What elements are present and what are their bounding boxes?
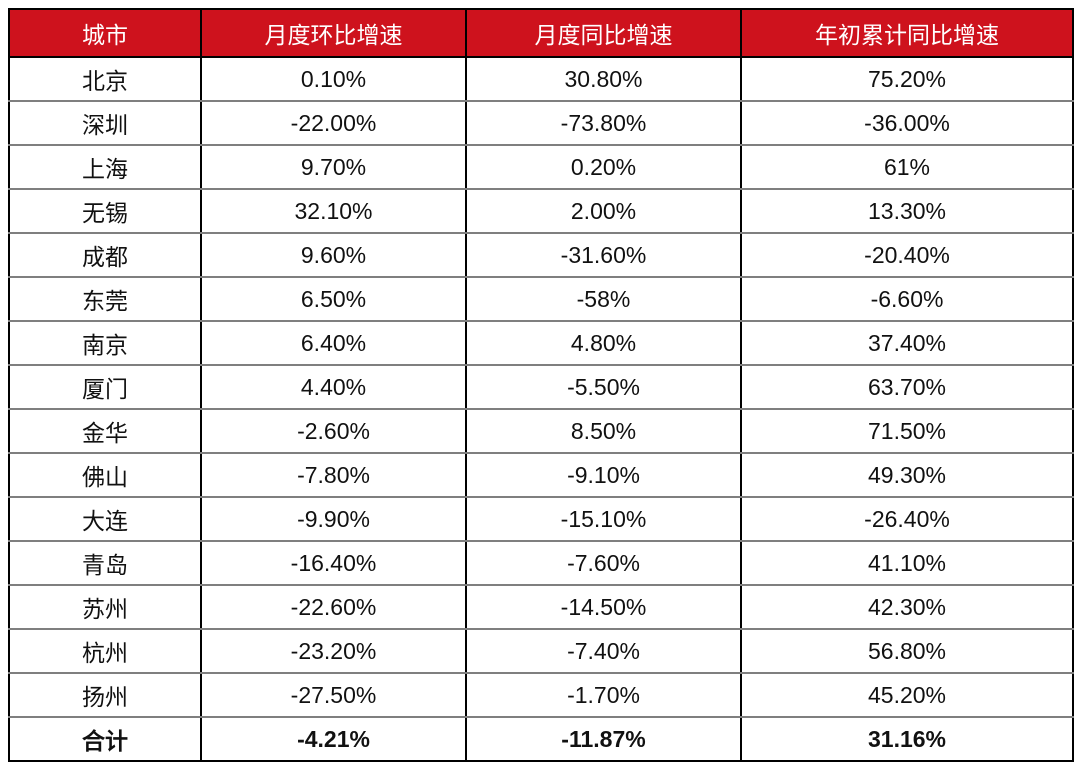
header-row: 城市 月度环比增速 月度同比增速 年初累计同比增速: [8, 8, 1074, 58]
value-cell: -23.20%: [200, 628, 467, 674]
city-cell: 上海: [8, 144, 202, 190]
city-cell: 南京: [8, 320, 202, 366]
value-cell: -9.90%: [200, 496, 467, 542]
table-row: 南京 6.40% 4.80% 37.40%: [8, 320, 1074, 366]
city-cell: 扬州: [8, 672, 202, 718]
city-cell: 北京: [8, 56, 202, 102]
value-cell: 56.80%: [740, 628, 1074, 674]
city-growth-table: 城市 月度环比增速 月度同比增速 年初累计同比增速 北京 0.10% 30.80% 7…: [8, 8, 1074, 762]
value-cell: 6.40%: [200, 320, 467, 366]
value-cell: -6.60%: [740, 276, 1074, 322]
value-cell: 71.50%: [740, 408, 1074, 454]
table-row: 杭州 -23.20% -7.40% 56.80%: [8, 628, 1074, 674]
value-cell: 41.10%: [740, 540, 1074, 586]
table-row: 无锡 32.10% 2.00% 13.30%: [8, 188, 1074, 234]
city-cell: 青岛: [8, 540, 202, 586]
value-cell: -5.50%: [465, 364, 742, 410]
value-cell: 49.30%: [740, 452, 1074, 498]
value-cell: -27.50%: [200, 672, 467, 718]
value-cell: -1.70%: [465, 672, 742, 718]
column-header-city: 城市: [8, 8, 202, 58]
value-cell: 9.60%: [200, 232, 467, 278]
city-cell: 东莞: [8, 276, 202, 322]
table-row: 东莞 6.50% -58% -6.60%: [8, 276, 1074, 322]
table-row: 佛山 -7.80% -9.10% 49.30%: [8, 452, 1074, 498]
value-cell: 13.30%: [740, 188, 1074, 234]
table-row: 青岛 -16.40% -7.60% 41.10%: [8, 540, 1074, 586]
table-row: 上海 9.70% 0.20% 61%: [8, 144, 1074, 190]
table-body: 北京 0.10% 30.80% 75.20% 深圳 -22.00% -73.80% -36.0…: [8, 56, 1074, 762]
value-cell: -7.60%: [465, 540, 742, 586]
city-growth-table-container: 城市 月度环比增速 月度同比增速 年初累计同比增速 北京 0.10% 30.80% 7…: [8, 8, 1074, 762]
value-cell: -14.50%: [465, 584, 742, 630]
value-cell: 4.40%: [200, 364, 467, 410]
city-cell: 杭州: [8, 628, 202, 674]
value-cell: 0.10%: [200, 56, 467, 102]
city-cell: 金华: [8, 408, 202, 454]
table-header: 城市 月度环比增速 月度同比增速 年初累计同比增速: [8, 8, 1074, 58]
value-cell: -7.40%: [465, 628, 742, 674]
value-cell: -36.00%: [740, 100, 1074, 146]
table-row: 苏州 -22.60% -14.50% 42.30%: [8, 584, 1074, 630]
value-cell: -22.60%: [200, 584, 467, 630]
table-row: 成都 9.60% -31.60% -20.40%: [8, 232, 1074, 278]
column-header-ytd-yoy-growth: 年初累计同比增速: [740, 8, 1074, 58]
value-cell: -16.40%: [200, 540, 467, 586]
table-row: 金华 -2.60% 8.50% 71.50%: [8, 408, 1074, 454]
value-cell: 6.50%: [200, 276, 467, 322]
city-cell: 无锡: [8, 188, 202, 234]
city-cell: 深圳: [8, 100, 202, 146]
value-cell: -58%: [465, 276, 742, 322]
city-cell: 厦门: [8, 364, 202, 410]
table-row: 北京 0.10% 30.80% 75.20%: [8, 56, 1074, 102]
city-cell: 合计: [8, 716, 202, 762]
value-cell: -22.00%: [200, 100, 467, 146]
value-cell: 30.80%: [465, 56, 742, 102]
table-row: 厦门 4.40% -5.50% 63.70%: [8, 364, 1074, 410]
value-cell: -4.21%: [200, 716, 467, 762]
value-cell: 42.30%: [740, 584, 1074, 630]
value-cell: 61%: [740, 144, 1074, 190]
value-cell: -20.40%: [740, 232, 1074, 278]
column-header-mom-growth: 月度环比增速: [200, 8, 467, 58]
value-cell: 31.16%: [740, 716, 1074, 762]
value-cell: 63.70%: [740, 364, 1074, 410]
value-cell: -11.87%: [465, 716, 742, 762]
city-cell: 大连: [8, 496, 202, 542]
value-cell: -7.80%: [200, 452, 467, 498]
value-cell: -9.10%: [465, 452, 742, 498]
table-row: 大连 -9.90% -15.10% -26.40%: [8, 496, 1074, 542]
city-cell: 佛山: [8, 452, 202, 498]
value-cell: -2.60%: [200, 408, 467, 454]
value-cell: -73.80%: [465, 100, 742, 146]
value-cell: 4.80%: [465, 320, 742, 366]
city-cell: 苏州: [8, 584, 202, 630]
total-row: 合计 -4.21% -11.87% 31.16%: [8, 716, 1074, 762]
value-cell: 32.10%: [200, 188, 467, 234]
value-cell: -15.10%: [465, 496, 742, 542]
value-cell: 0.20%: [465, 144, 742, 190]
value-cell: 75.20%: [740, 56, 1074, 102]
value-cell: -31.60%: [465, 232, 742, 278]
column-header-yoy-growth: 月度同比增速: [465, 8, 742, 58]
value-cell: 9.70%: [200, 144, 467, 190]
value-cell: 45.20%: [740, 672, 1074, 718]
value-cell: 2.00%: [465, 188, 742, 234]
city-cell: 成都: [8, 232, 202, 278]
value-cell: 37.40%: [740, 320, 1074, 366]
value-cell: 8.50%: [465, 408, 742, 454]
value-cell: -26.40%: [740, 496, 1074, 542]
table-row: 扬州 -27.50% -1.70% 45.20%: [8, 672, 1074, 718]
table-row: 深圳 -22.00% -73.80% -36.00%: [8, 100, 1074, 146]
